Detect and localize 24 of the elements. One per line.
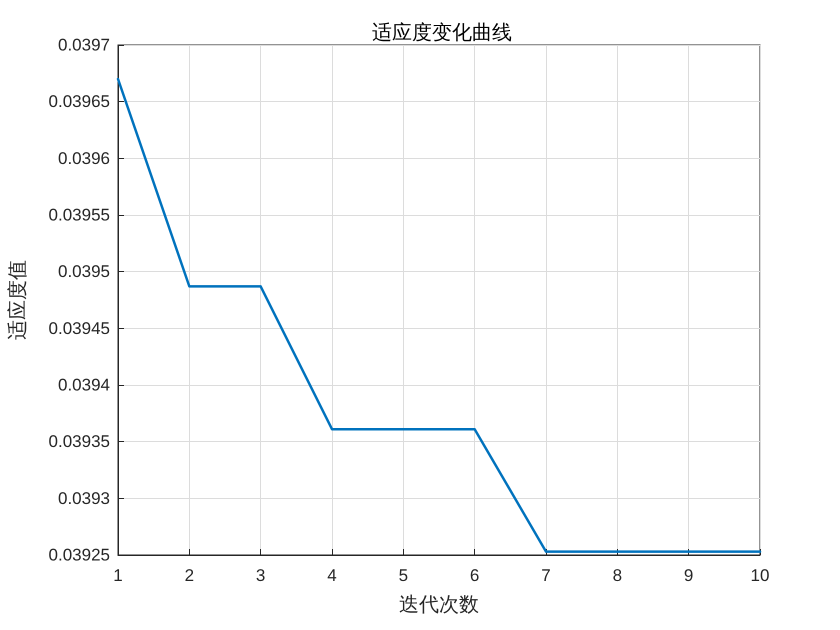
x-tick-label: 5 — [398, 566, 408, 585]
x-tick-label: 8 — [612, 566, 622, 585]
x-tick-label: 10 — [750, 566, 770, 585]
x-tick-label: 4 — [327, 566, 337, 585]
chart-title: 适应度变化曲线 — [372, 22, 512, 44]
y-tick-label: 0.0396 — [58, 148, 110, 168]
y-tick-label: 0.0395 — [58, 262, 110, 282]
y-tick-label: 0.03935 — [48, 432, 110, 452]
y-tick-label: 0.03965 — [48, 92, 110, 112]
x-tick-label: 1 — [113, 566, 123, 585]
x-axis-title: 迭代次数 — [399, 594, 479, 616]
y-tick-label: 0.03925 — [48, 546, 110, 564]
x-tick-label: 2 — [184, 566, 194, 585]
x-tick-label: 9 — [684, 566, 694, 585]
y-axis-title: 适应度值 — [7, 260, 29, 340]
y-tick-label: 0.03945 — [48, 318, 110, 338]
y-tick-label: 0.0394 — [58, 376, 110, 394]
x-tick-label: 6 — [470, 566, 480, 585]
line-series — [116, 78, 762, 553]
y-tick-label: 0.03955 — [48, 206, 110, 224]
x-tick-label: 3 — [256, 566, 266, 585]
y-tick-label: 0.0393 — [58, 488, 110, 508]
y-tick-label: 0.0397 — [58, 36, 110, 54]
x-tick-label: 7 — [541, 566, 551, 585]
